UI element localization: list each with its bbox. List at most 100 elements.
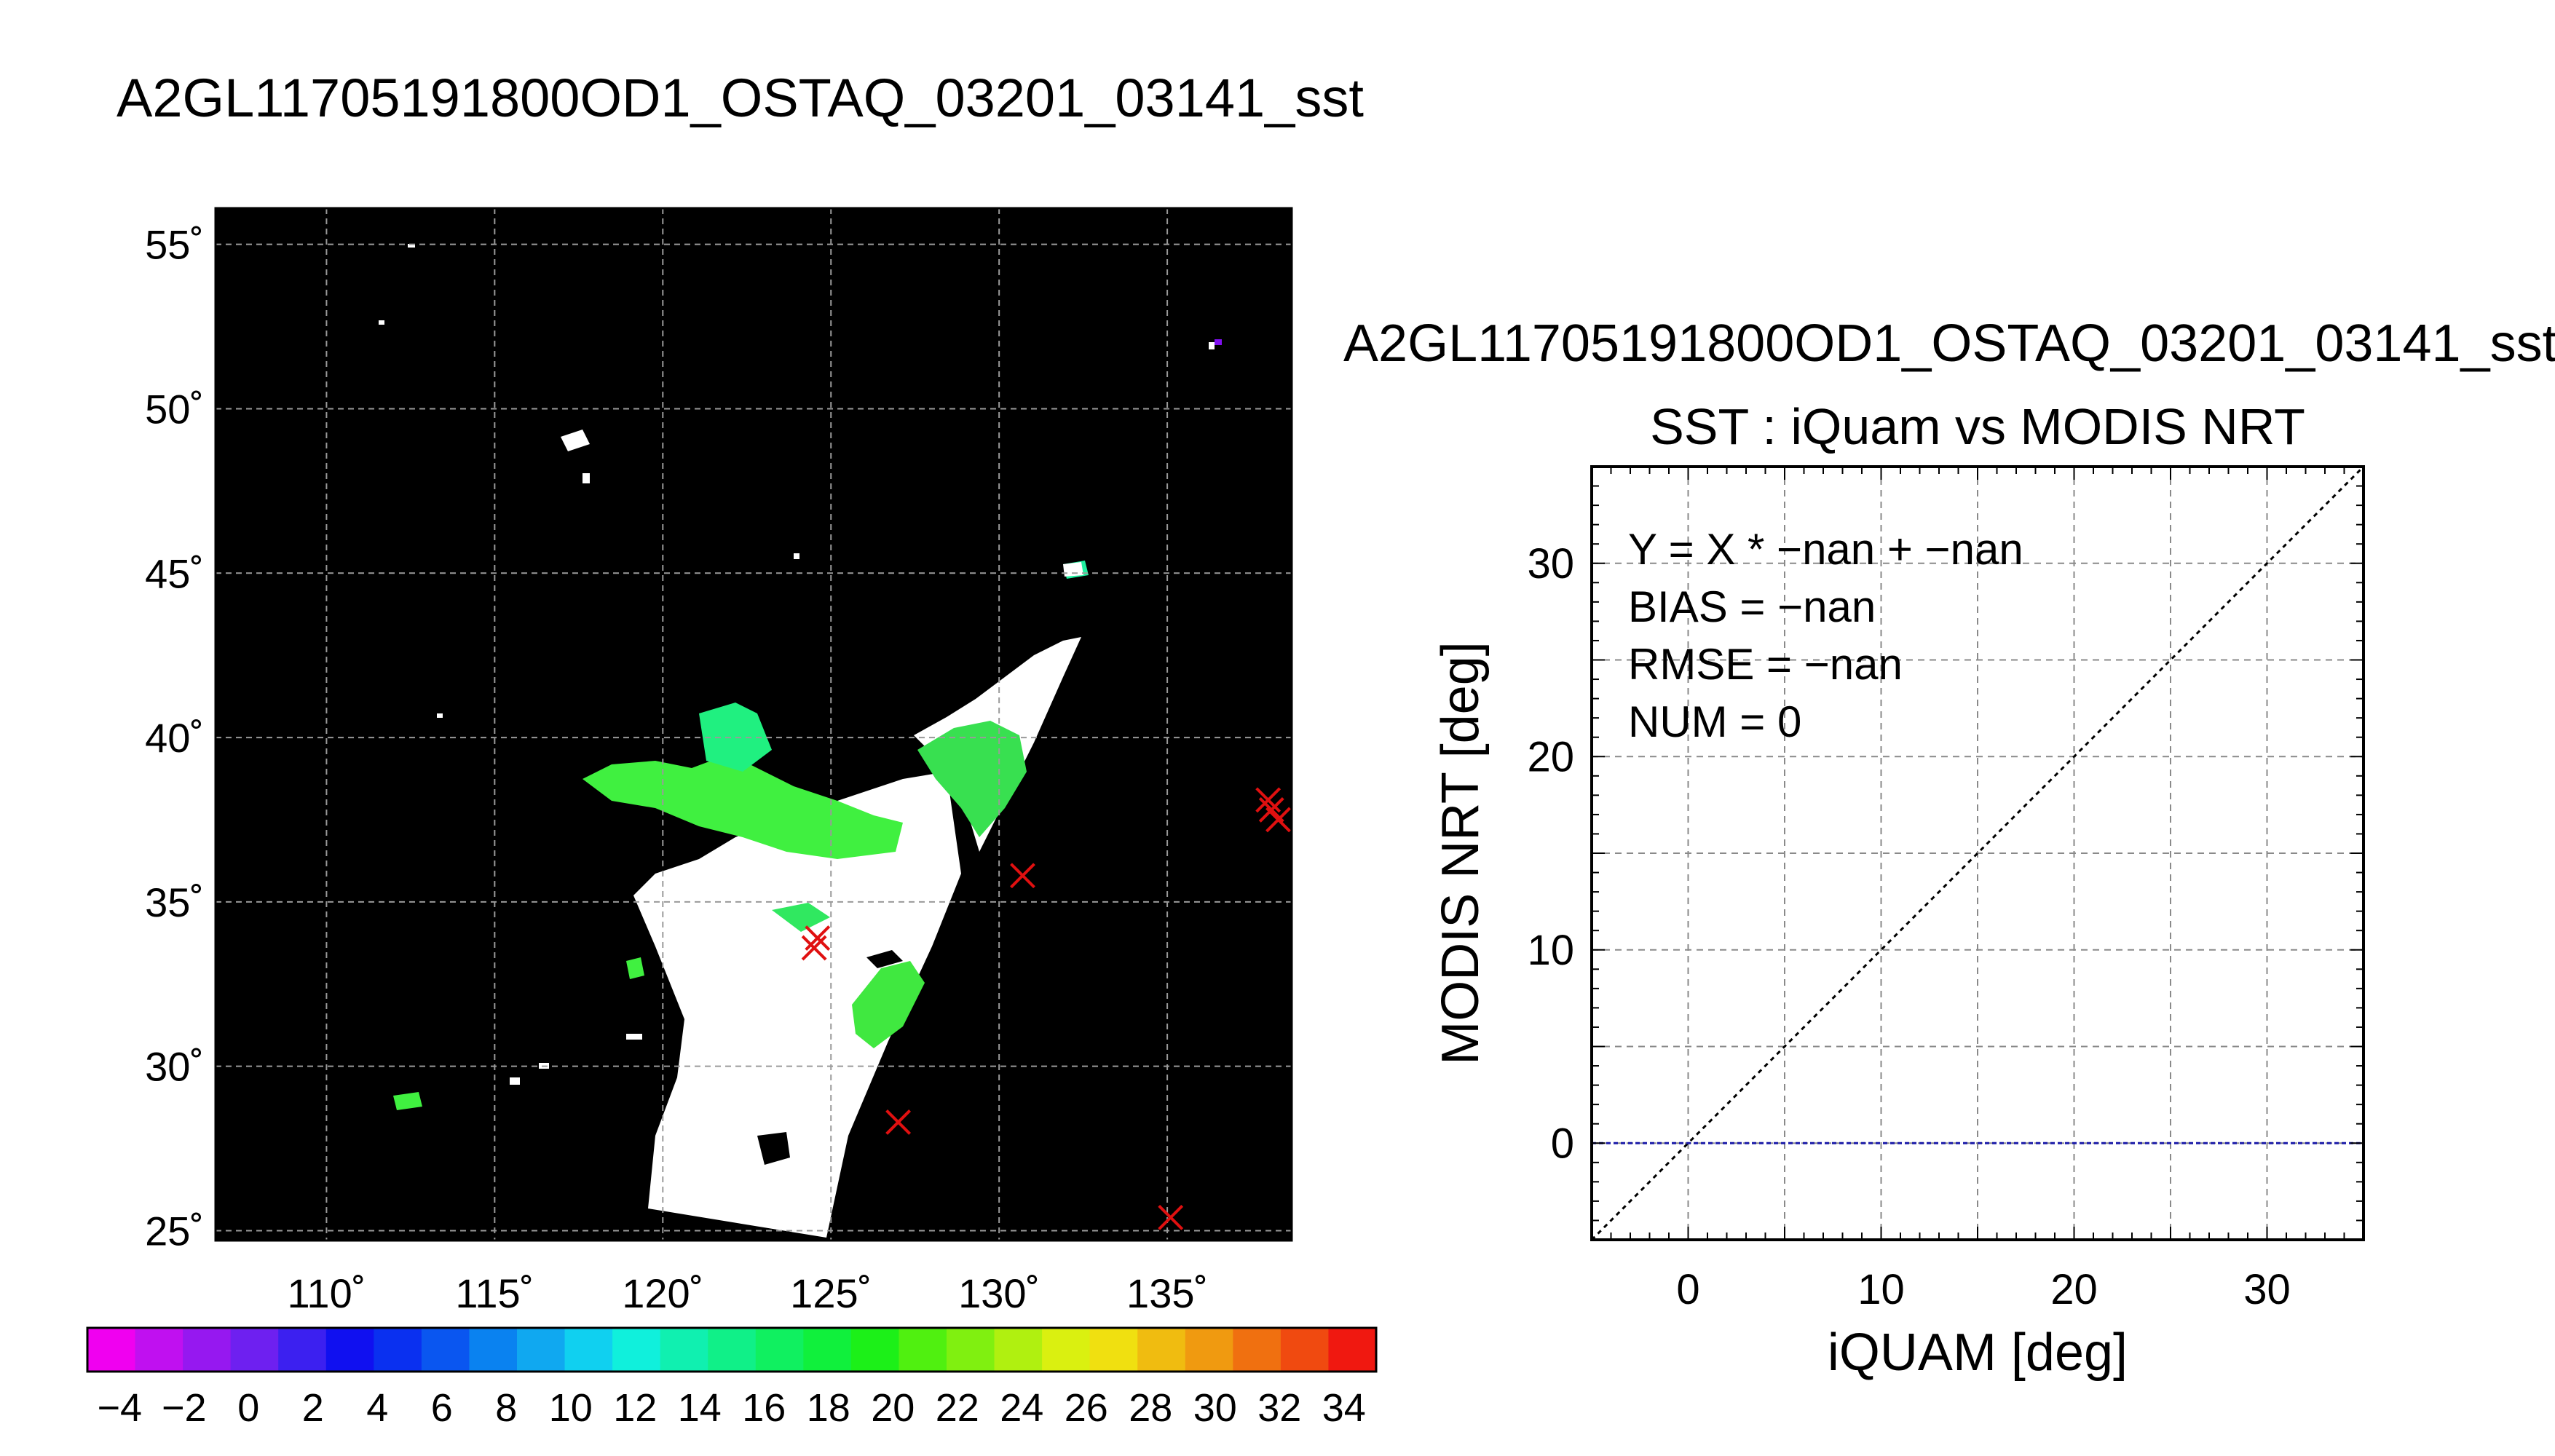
annotation-fit: Y = X * −nan + −nan (1628, 525, 2023, 574)
buoy-marker (885, 1109, 912, 1135)
sst-patch-east-china-sea (852, 961, 925, 1048)
colorbar-cell (517, 1328, 566, 1372)
identity-line (1592, 467, 2364, 1240)
colorbar-cell (947, 1328, 995, 1372)
colorbar-tick-label: 6 (431, 1386, 453, 1430)
scatter-y-tick-label: 0 (1551, 1120, 1574, 1167)
annotation-rmse: RMSE = −nan (1628, 640, 1903, 689)
colorbar-cell (755, 1328, 804, 1372)
colorbar-cell (1137, 1328, 1186, 1372)
cloud-patch-1 (866, 950, 903, 968)
map-x-tick-label: 120˚ (622, 1270, 703, 1316)
colorbar-cell (564, 1328, 613, 1372)
map-y-tick-label: 25˚ (145, 1208, 204, 1254)
map-x-tick-label: 110˚ (287, 1270, 366, 1316)
map-x-tick-label: 115˚ (455, 1270, 534, 1316)
buoy-marker (1010, 863, 1035, 889)
sst-pixel-violet (1215, 339, 1222, 345)
colorbar-tick-label: 12 (613, 1386, 657, 1430)
colorbar-tick-label: 2 (302, 1386, 324, 1430)
map-title: A2GL11705191800OD1_OSTAQ_03201_03141_sst (117, 68, 1364, 128)
colorbar-cells (87, 1328, 1377, 1372)
colorbar-cell (1233, 1328, 1282, 1372)
colorbar-cell (899, 1328, 947, 1372)
scatter-panel: 0 10 20 30 0 10 20 30 Y = X * −nan + −nan BIAS… (1431, 465, 2365, 1382)
map-y-tick-label: 30˚ (145, 1044, 204, 1090)
map-frame (214, 207, 1293, 1242)
buoy-marker (1158, 1204, 1184, 1230)
colorbar-tick-label: −2 (162, 1386, 207, 1430)
sst-region-yellow-sea (633, 772, 961, 1238)
scatter-frame (1590, 465, 2365, 1241)
colorbar-cell (1089, 1328, 1138, 1372)
colorbar-cell (135, 1328, 183, 1372)
annotation-bias: BIAS = −nan (1628, 582, 1876, 631)
colorbar-cell (230, 1328, 279, 1372)
map-x-tick-labels: 110˚ 115˚ 120˚ 125˚ 130˚ 135˚ (287, 1270, 1208, 1316)
cloud-patch-2 (757, 1132, 790, 1165)
colorbar-tick-label: 8 (495, 1386, 517, 1430)
scatter-x-tick-label: 0 (1676, 1266, 1699, 1313)
map-markers (801, 787, 1291, 1230)
colorbar-cell (469, 1328, 518, 1372)
colorbar-cell (612, 1328, 661, 1372)
colorbar-cell (1328, 1328, 1377, 1372)
scatter-x-tick-labels: 0 10 20 30 (1676, 1266, 2290, 1313)
scatter-title: A2GL11705191800OD1_OSTAQ_03201_03141_sst (1343, 314, 2555, 373)
scatter-y-tick-label: 20 (1527, 733, 1574, 780)
colorbar: −4 −2 0 2 4 6 8 10 12 14 16 18 20 22 24 26 28 30 32 34 (86, 1326, 1378, 1430)
scatter-y-tick-label: 30 (1527, 540, 1574, 587)
colorbar-tick-label: 34 (1322, 1386, 1366, 1430)
colorbar-cell (374, 1328, 422, 1372)
colorbar-cell (1280, 1328, 1330, 1372)
buoy-marker (801, 935, 827, 961)
sst-patch-small-3 (626, 957, 644, 979)
scatter-y-tick-label: 10 (1527, 927, 1574, 974)
colorbar-cell (278, 1328, 327, 1372)
colorbar-cell (708, 1328, 757, 1372)
colorbar-tick-label: 26 (1065, 1386, 1108, 1430)
colorbar-cell (87, 1328, 136, 1372)
colorbar-tick-label: 14 (678, 1386, 722, 1430)
map-x-tick-label: 135˚ (1126, 1270, 1208, 1316)
colorbar-frame (86, 1326, 1378, 1373)
colorbar-tick-label: 20 (871, 1386, 915, 1430)
colorbar-cell (994, 1328, 1043, 1372)
map-x-tick-label: 130˚ (958, 1270, 1040, 1316)
map-x-tick-label: 125˚ (790, 1270, 872, 1316)
map-y-tick-labels: 25˚ 30˚ 35˚ 40˚ 45˚ 50˚ 55˚ (145, 222, 204, 1254)
sst-patch-small-1 (772, 903, 830, 932)
colorbar-tick-label: 4 (366, 1386, 388, 1430)
colorbar-tick-label: 22 (936, 1386, 979, 1430)
colorbar-cell (1185, 1328, 1233, 1372)
colorbar-tick-label: 28 (1129, 1386, 1172, 1430)
colorbar-tick-labels: −4 −2 0 2 4 6 8 10 12 14 16 18 20 22 24 26 28 30 32 34 (97, 1386, 1365, 1430)
map-y-tick-label: 35˚ (145, 879, 204, 925)
colorbar-tick-label: 16 (742, 1386, 786, 1430)
colorbar-tick-label: 10 (549, 1386, 593, 1430)
colorbar-cell (803, 1328, 852, 1372)
scatter-grid (1592, 467, 2364, 1240)
buoy-marker (805, 925, 831, 951)
scatter-y-axis-label: MODIS NRT [deg] (1431, 641, 1490, 1065)
map-y-tick-label: 55˚ (145, 222, 204, 268)
colorbar-tick-label: 0 (237, 1386, 259, 1430)
map-y-tick-label: 50˚ (145, 386, 204, 432)
scatter-y-tick-labels: 0 10 20 30 (1527, 540, 1574, 1168)
colorbar-tick-label: 18 (807, 1386, 850, 1430)
scatter-x-tick-label: 20 (2050, 1266, 2098, 1313)
colorbar-cell (183, 1328, 232, 1372)
colorbar-cell (1042, 1328, 1091, 1372)
sst-clear-pixels (379, 244, 1215, 1085)
colorbar-cell (660, 1328, 708, 1372)
colorbar-tick-label: −4 (97, 1386, 142, 1430)
annotation-num: NUM = 0 (1628, 697, 1801, 746)
scatter-x-tick-label: 10 (1857, 1266, 1905, 1313)
colorbar-cell (850, 1328, 900, 1372)
scatter-x-tick-label: 30 (2243, 1266, 2291, 1313)
scatter-subtitle: SST : iQuam vs MODIS NRT (1650, 398, 2305, 455)
colorbar-tick-label: 30 (1193, 1386, 1237, 1430)
colorbar-cell (421, 1328, 470, 1372)
colorbar-tick-label: 32 (1257, 1386, 1301, 1430)
